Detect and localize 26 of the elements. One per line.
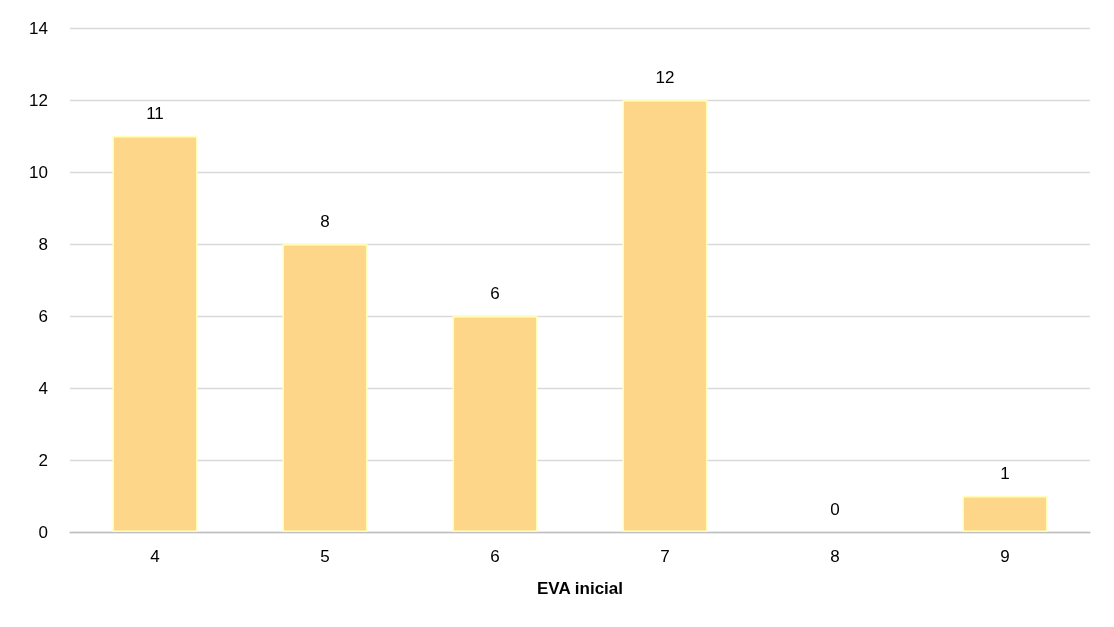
data-label: 11 — [146, 104, 164, 123]
data-label: 0 — [830, 500, 840, 519]
data-label: 8 — [320, 212, 330, 231]
x-tick-label: 6 — [490, 547, 500, 566]
data-label: 12 — [655, 68, 675, 87]
bar — [962, 496, 1048, 532]
y-tick-label: 8 — [38, 234, 48, 254]
y-tick-label: 6 — [38, 306, 48, 326]
y-tick-label: 4 — [38, 378, 48, 398]
x-tick-label: 8 — [830, 547, 840, 566]
bar — [622, 100, 708, 532]
y-tick-label: 12 — [29, 90, 48, 110]
y-tick-label: 14 — [29, 18, 48, 38]
x-axis-title: EVA inicial — [537, 579, 623, 598]
x-tick-label: 5 — [320, 547, 330, 566]
x-tick-label: 9 — [1000, 547, 1010, 566]
y-tick-label: 0 — [38, 522, 48, 542]
bar — [112, 136, 198, 532]
data-label: 6 — [490, 284, 500, 303]
y-tick-label: 2 — [38, 450, 48, 470]
x-tick-label: 7 — [660, 547, 670, 566]
bar — [452, 316, 538, 532]
x-tick-label: 4 — [150, 547, 160, 566]
data-label: 1 — [1000, 464, 1010, 483]
bar — [282, 244, 368, 532]
y-tick-label: 10 — [29, 162, 48, 182]
